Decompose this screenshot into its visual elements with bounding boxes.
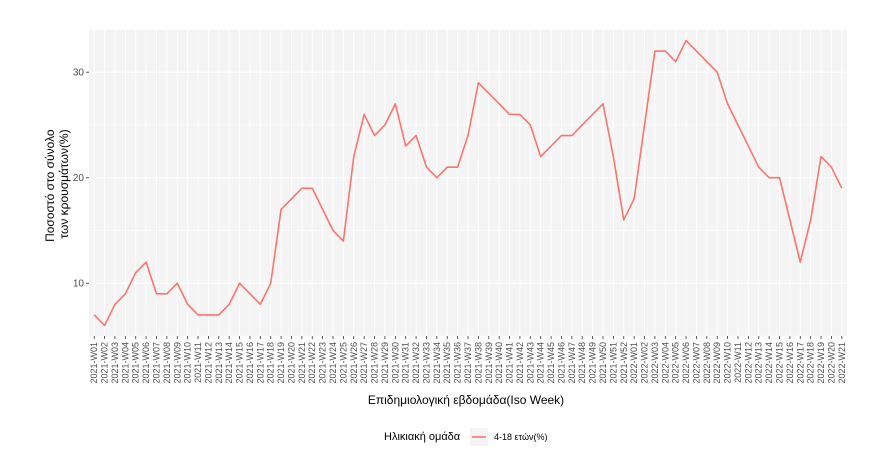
legend: Ηλικιακή ομάδα 4-18 ετών(%) [384, 428, 547, 446]
x-tick-label: 2022-W15 [775, 342, 785, 384]
x-tick-label: 2022-W09 [712, 342, 722, 384]
x-tick-label: 2021-W43 [525, 342, 535, 384]
x-tick-label: 2021-W05 [131, 342, 141, 384]
series-layer [93, 39, 843, 327]
x-tick-label: 2021-W14 [224, 342, 234, 384]
x-tick-label: 2021-W16 [245, 342, 255, 384]
x-tick-label: 2021-W07 [151, 342, 161, 384]
x-tick-label: 2022-W04 [660, 342, 670, 384]
x-tick-label: 2021-W13 [214, 342, 224, 384]
x-tick-label: 2021-W29 [380, 342, 390, 384]
x-tick-label: 2021-W09 [172, 342, 182, 384]
x-tick-label: 2021-W01 [89, 342, 99, 384]
x-tick-label: 2021-W42 [515, 342, 525, 384]
x-tick-label: 2021-W47 [567, 342, 577, 384]
x-tick-label: 2021-W08 [162, 342, 172, 384]
x-tick-label: 2021-W23 [318, 342, 328, 384]
x-tick-label: 2021-W34 [432, 342, 442, 384]
y-tick-label: 10 [73, 279, 85, 290]
x-tick-label: 2022-W06 [681, 342, 691, 384]
x-tick-label: 2021-W04 [120, 342, 130, 384]
y-tick-label: 20 [73, 173, 85, 184]
x-tick-label: 2022-W19 [816, 342, 826, 384]
x-tick-label: 2021-W25 [338, 342, 348, 384]
x-tick-label: 2021-W24 [328, 342, 338, 384]
x-tick-label: 2021-W46 [556, 342, 566, 384]
x-tick-label: 2021-W02 [100, 342, 110, 384]
x-tick-label: 2022-W10 [723, 342, 733, 384]
x-tick-label: 2021-W45 [546, 342, 556, 384]
x-tick-label: 2021-W18 [266, 342, 276, 384]
x-tick-label: 2022-W05 [671, 342, 681, 384]
x-tick-label: 2022-W13 [754, 342, 764, 384]
x-tick-label: 2021-W49 [588, 342, 598, 384]
x-tick-label: 2022-W08 [702, 342, 712, 384]
x-tick-label: 2022-W12 [743, 342, 753, 384]
x-tick-label: 2021-W38 [473, 342, 483, 384]
x-axis-title: Επιδημιολογική εβδομάδα(Iso Week) [368, 393, 564, 407]
x-tick-label: 2021-W19 [276, 342, 286, 384]
x-tick-label: 2021-W10 [183, 342, 193, 384]
x-tick-label: 2021-W30 [390, 342, 400, 384]
y-axis-title-line-1: Ποσοστό στο σύνολο [43, 129, 57, 242]
x-tick-label: 2021-W52 [619, 342, 629, 384]
x-tick-label: 2022-W03 [650, 342, 660, 384]
x-tick-label: 2022-W11 [733, 342, 743, 383]
x-tick-label: 2021-W48 [577, 342, 587, 384]
x-tick-label: 2021-W44 [536, 342, 546, 384]
y-tick-label: 30 [73, 68, 85, 79]
x-tick-label: 2022-W14 [764, 342, 774, 384]
x-tick-label: 2021-W40 [494, 342, 504, 384]
x-tick-label: 2022-W07 [691, 342, 701, 384]
legend-title: Ηλικιακή ομάδα [384, 431, 461, 443]
x-tick-label: 2021-W15 [235, 342, 245, 384]
x-tick-label: 2021-W26 [349, 342, 359, 384]
x-tick-label: 2022-W20 [826, 342, 836, 384]
x-tick-label: 2021-W51 [608, 342, 618, 384]
x-tick-label: 2021-W32 [411, 342, 421, 384]
x-tick-label: 2021-W41 [505, 342, 515, 384]
x-tick-label: 2022-W02 [640, 342, 650, 384]
x-tick-label: 2021-W37 [463, 342, 473, 384]
x-tick-label: 2021-W33 [421, 342, 431, 384]
grid-lines [89, 30, 847, 337]
x-tick-label: 2021-W11 [193, 342, 203, 383]
legend-label-series-1: 4-18 ετών(%) [494, 432, 547, 442]
y-axis-title-line-2: των κρουσμάτων(%) [57, 129, 71, 238]
x-tick-label: 2021-W06 [141, 342, 151, 384]
x-tick-label: 2022-W17 [795, 342, 805, 384]
series-line-1 [93, 39, 843, 327]
x-tick-label: 2022-W16 [785, 342, 795, 384]
x-tick-label: 2021-W22 [307, 342, 317, 384]
x-tick-label: 2021-W39 [484, 342, 494, 384]
x-tick-label: 2022-W01 [629, 342, 639, 384]
x-tick-label: 2021-W31 [401, 342, 411, 384]
x-tick-label: 2022-W21 [837, 342, 847, 384]
x-tick-label: 2021-W21 [297, 342, 307, 384]
x-tick-label: 2021-W50 [598, 342, 608, 384]
x-axis-ticks: 2021-W01 2021-W02 2021-W03 2021-W04 2021-W05… [89, 336, 847, 384]
x-tick-label: 2021-W27 [359, 342, 369, 384]
x-tick-label: 2021-W03 [110, 342, 120, 384]
x-tick-label: 2021-W12 [203, 342, 213, 384]
x-tick-label: 2022-W18 [806, 342, 816, 384]
y-axis-ticks: 10 20 30 [73, 68, 89, 290]
x-tick-label: 2021-W17 [255, 342, 265, 384]
y-axis-title: Ποσοστό στο σύνολο των κρουσμάτων(%) [43, 126, 71, 242]
x-tick-label: 2021-W36 [453, 342, 463, 384]
x-tick-label: 2021-W20 [286, 342, 296, 384]
x-tick-label: 2021-W35 [442, 342, 452, 384]
x-tick-label: 2021-W28 [370, 342, 380, 384]
